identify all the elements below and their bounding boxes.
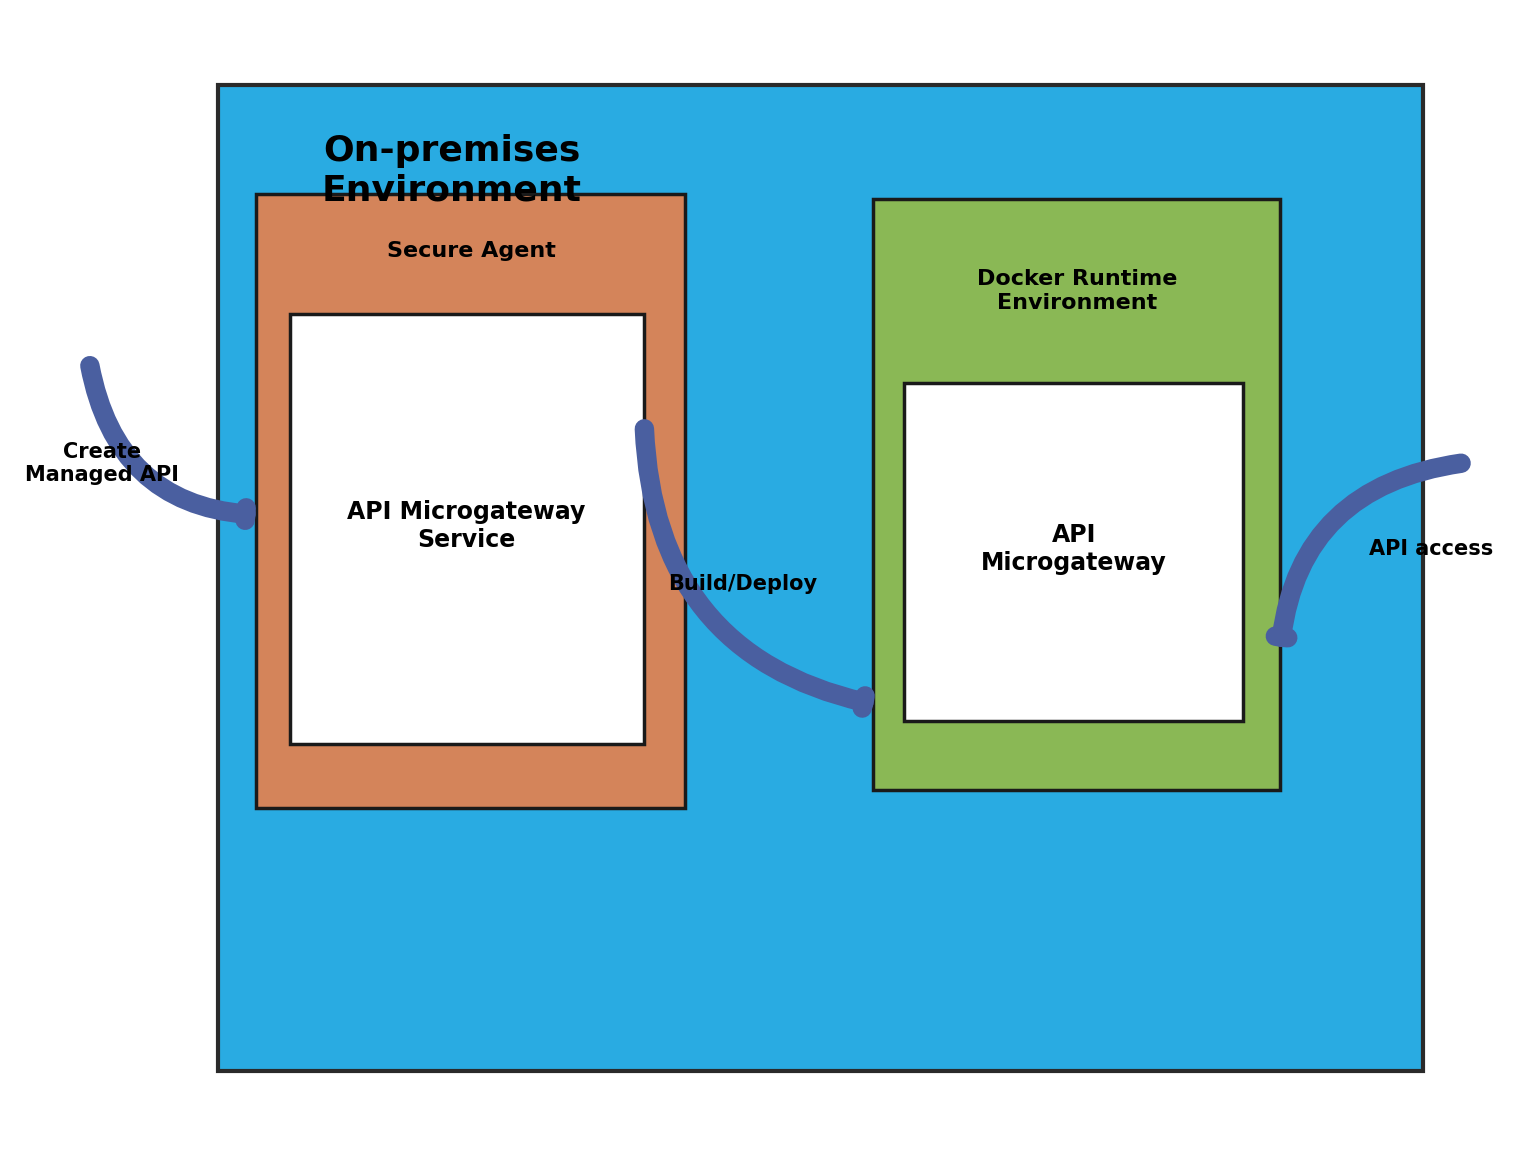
Bar bbox=[873, 199, 1280, 791]
Bar bbox=[290, 314, 644, 744]
Text: Docker Runtime
Environment: Docker Runtime Environment bbox=[976, 269, 1176, 312]
Bar bbox=[219, 84, 1424, 1072]
Text: Secure Agent: Secure Agent bbox=[387, 240, 556, 261]
Text: On-premises
Environment: On-premises Environment bbox=[322, 134, 581, 207]
Text: Create
Managed API: Create Managed API bbox=[24, 442, 179, 484]
Bar bbox=[255, 193, 685, 808]
Bar bbox=[903, 383, 1243, 721]
Text: API access: API access bbox=[1369, 540, 1494, 560]
Text: API
Microgateway: API Microgateway bbox=[981, 524, 1167, 576]
Text: Build/Deploy: Build/Deploy bbox=[668, 573, 817, 594]
Text: API Microgateway
Service: API Microgateway Service bbox=[348, 501, 586, 553]
